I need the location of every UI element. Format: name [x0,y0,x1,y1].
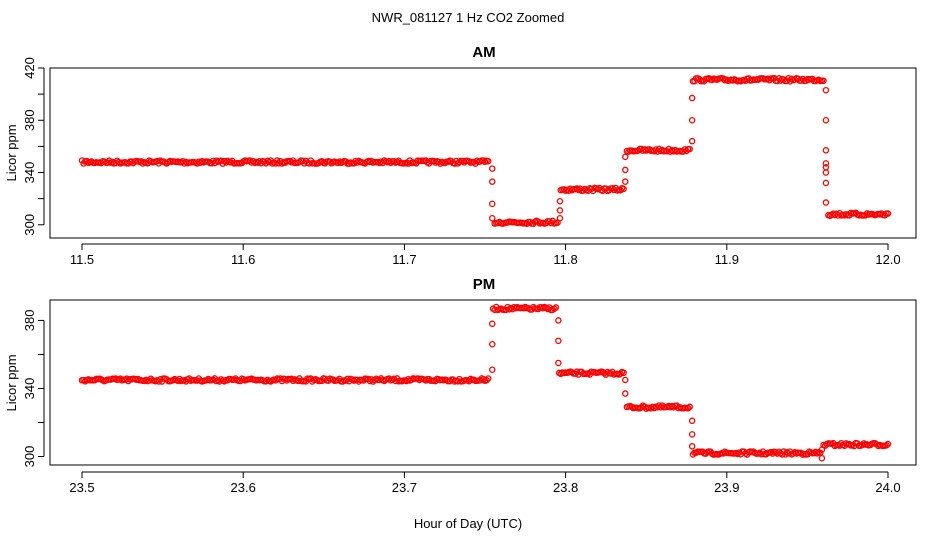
panel-pm-axes: 23.5 23.6 23.7 23.8 23.9 24.0 300 340 380 [22,310,901,495]
panel-am-ylabel: Licor ppm [4,124,19,181]
panel-pm-points [78,303,892,462]
transition-point [621,178,629,185]
data-point [881,211,889,219]
data-point [684,404,692,412]
data-point [686,403,693,411]
transition-point [688,117,696,124]
transition-point [688,443,696,450]
x-tick-label: 23.5 [69,480,94,495]
y-tick-label: 420 [22,57,37,79]
transition-point [488,214,496,222]
transition-point [488,165,496,172]
transition-point [822,117,830,124]
transition-point [818,454,826,462]
data-point [483,376,490,384]
x-axis-label: Hour of Day (UTC) [414,516,522,531]
y-tick-label: 340 [22,378,37,400]
transition-point [488,178,496,185]
transition-point [822,86,830,94]
x-tick-label: 23.6 [231,480,256,495]
transition-point [818,446,826,453]
transition-point [822,179,830,187]
transition-point [555,317,562,324]
x-tick-label: 11.5 [70,252,94,267]
data-point [884,210,892,217]
data-point [820,77,827,85]
transition-point [688,137,696,145]
transition-point [688,94,696,102]
transition-point [688,431,696,438]
transition-point [555,337,562,345]
x-tick-label: 23.8 [553,480,578,495]
transition-point [488,200,496,208]
transition-point [556,214,564,222]
transition-point [555,359,562,367]
x-tick-label: 23.7 [392,480,417,495]
transition-point [556,207,564,214]
x-tick-label: 11.7 [392,252,416,267]
transition-point [822,169,830,176]
x-tick-label: 11.9 [715,252,739,267]
y-tick-label: 340 [22,162,37,184]
y-tick-label: 300 [22,214,37,236]
panel-am-points [78,74,892,227]
panel-am-title: AM [472,44,495,61]
panel-pm-frame [49,299,917,466]
y-tick-label: 380 [22,109,37,131]
transition-point [488,320,496,328]
x-tick-label: 11.8 [553,252,577,267]
transition-point [621,376,629,384]
panel-pm-ylabel: Licor ppm [4,354,19,411]
panel-pm-title: PM [473,276,496,293]
panel-am-frame [49,67,917,239]
data-point [484,157,492,165]
panel-pm: PM Licor ppm 23.5 23.6 23.7 23.8 23.9 24.0 300… [4,276,917,495]
x-tick-label: 11.6 [231,252,255,267]
x-tick-label: 23.9 [714,480,739,495]
chart-title: NWR_081127 1 Hz CO2 Zoomed [372,10,565,25]
transition-point [488,340,496,348]
y-tick-label: 380 [22,310,37,332]
data-point [617,370,624,378]
transition-point [621,390,629,397]
data-point [689,451,697,458]
transition-point [556,198,564,205]
x-tick-label: 24.0 [875,480,900,495]
panel-am-axes: 11.5 11.6 11.7 11.8 11.9 12.0 300 340 380 420 [22,57,901,267]
data-point [484,375,492,382]
x-tick-label: 12.0 [875,252,900,267]
panel-am: AM Licor ppm 11.5 11.6 11.7 11.8 11.9 12.0 300… [4,44,917,267]
data-point [884,440,892,448]
transition-point [822,199,830,206]
data-point [620,369,627,377]
transition-point [488,366,496,373]
data-point [552,304,560,311]
transition-point [822,160,830,167]
transition-point [822,147,830,154]
transition-point [621,166,629,174]
data-point [620,185,627,193]
transition-point [688,417,696,425]
y-tick-label: 300 [22,446,37,468]
data-point [686,145,693,153]
transition-point [621,153,629,161]
